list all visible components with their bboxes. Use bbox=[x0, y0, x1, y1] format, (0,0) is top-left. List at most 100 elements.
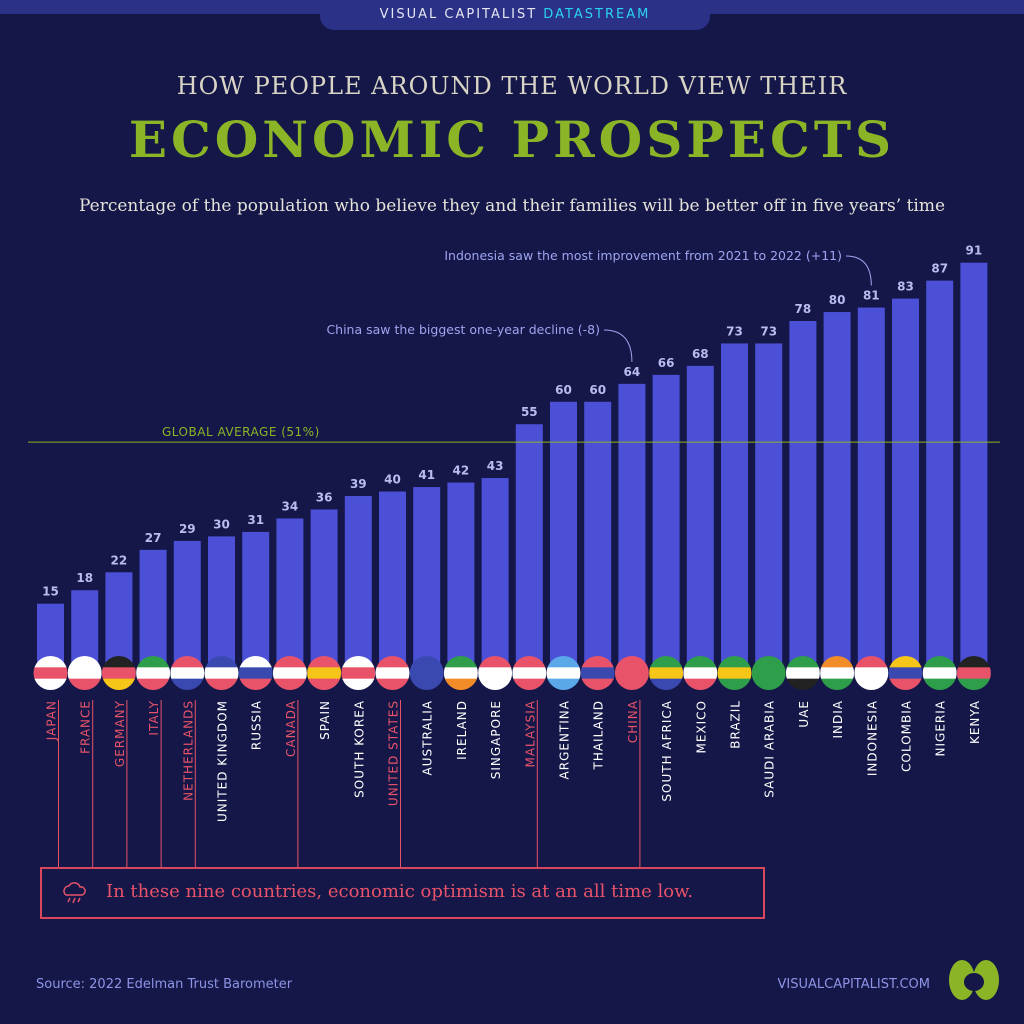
brand-highlight: DATASTREAM bbox=[543, 7, 651, 22]
value-label: 83 bbox=[897, 280, 914, 294]
country-label: CHINA bbox=[626, 700, 640, 743]
value-label: 91 bbox=[966, 244, 983, 258]
bar bbox=[550, 401, 577, 671]
bar bbox=[344, 496, 372, 671]
subtitle: Percentage of the population who believe… bbox=[78, 196, 946, 216]
country-label: AUSTRALIA bbox=[421, 700, 435, 775]
country-label: GERMANY bbox=[113, 700, 127, 767]
value-label: 80 bbox=[829, 293, 846, 307]
flag-icon bbox=[204, 656, 239, 690]
bar bbox=[413, 487, 441, 671]
bar bbox=[173, 540, 201, 671]
flag-icon bbox=[67, 656, 102, 690]
brand-name: VISUAL CAPITALIST bbox=[379, 7, 538, 22]
value-label: 55 bbox=[521, 405, 538, 419]
bar bbox=[892, 298, 919, 671]
value-label: 64 bbox=[624, 365, 641, 379]
value-label: 41 bbox=[418, 468, 435, 482]
source: Source: 2022 Edelman Trust Barometer bbox=[36, 977, 293, 992]
bar bbox=[105, 572, 133, 671]
flag-icon bbox=[614, 656, 649, 690]
flag-icon bbox=[820, 656, 855, 690]
flag-icon bbox=[854, 656, 889, 690]
flag-icon bbox=[136, 656, 171, 690]
bar bbox=[481, 478, 509, 671]
flag-icon bbox=[717, 656, 752, 690]
global-average-label: GLOBAL AVERAGE (51%) bbox=[162, 425, 320, 439]
value-label: 30 bbox=[213, 517, 230, 531]
flag-icon bbox=[170, 656, 205, 690]
country-label: NIGERIA bbox=[934, 700, 948, 756]
bar bbox=[960, 262, 988, 671]
country-label: ITALY bbox=[147, 700, 161, 736]
country-label: CANADA bbox=[284, 700, 298, 757]
bar bbox=[139, 549, 167, 671]
value-label: 42 bbox=[453, 464, 470, 478]
value-label: 36 bbox=[316, 490, 333, 504]
country-label: SINGAPORE bbox=[489, 700, 503, 779]
value-label: 18 bbox=[76, 571, 93, 585]
country-label: INDONESIA bbox=[865, 700, 879, 776]
country-label: UNITED KINGDOM bbox=[216, 700, 230, 822]
flag-icon bbox=[888, 656, 923, 690]
visual-capitalist-logo-icon bbox=[949, 960, 999, 1000]
flag-icon bbox=[101, 656, 136, 690]
flag-icon bbox=[341, 656, 376, 690]
country-label: UAE bbox=[797, 700, 811, 728]
value-label: 27 bbox=[145, 531, 162, 545]
flag-icon bbox=[649, 656, 684, 690]
site-link[interactable]: VISUALCAPITALIST.COM bbox=[777, 977, 930, 992]
value-label: 60 bbox=[589, 383, 606, 397]
flag-icon bbox=[512, 656, 547, 690]
annotation-connector bbox=[845, 255, 872, 286]
flag-icon bbox=[546, 656, 581, 690]
bar bbox=[926, 280, 954, 671]
bar bbox=[447, 482, 475, 671]
country-label: MEXICO bbox=[694, 700, 708, 754]
country-label: KENYA bbox=[968, 700, 982, 744]
flag-icon bbox=[272, 656, 307, 690]
flag-icon bbox=[956, 656, 991, 690]
value-label: 73 bbox=[726, 324, 743, 338]
value-label: 66 bbox=[658, 356, 675, 370]
country-label: SPAIN bbox=[318, 700, 332, 740]
value-label: 73 bbox=[760, 324, 777, 338]
value-label: 43 bbox=[487, 459, 504, 473]
rain-cloud-icon bbox=[63, 882, 86, 904]
bar bbox=[276, 518, 304, 671]
country-label: SAUDI ARABIA bbox=[763, 700, 777, 798]
bar bbox=[686, 365, 714, 671]
country-label: RUSSIA bbox=[250, 700, 264, 750]
brand-tab: VISUAL CAPITALIST DATASTREAM bbox=[320, 0, 710, 30]
flag-icon bbox=[307, 656, 342, 690]
flag-icon bbox=[922, 656, 957, 690]
country-label: INDIA bbox=[831, 700, 845, 739]
page-title: ECONOMIC PROSPECTS bbox=[128, 110, 896, 169]
flag-icon bbox=[33, 656, 68, 690]
value-label: 87 bbox=[931, 262, 948, 276]
bar bbox=[755, 343, 783, 671]
value-label: 40 bbox=[384, 473, 401, 487]
country-label: SOUTH KOREA bbox=[352, 700, 366, 798]
bar bbox=[823, 312, 851, 671]
bar bbox=[584, 401, 612, 671]
country-label: JAPAN bbox=[45, 700, 59, 741]
value-label: 60 bbox=[555, 383, 572, 397]
country-label: COLOMBIA bbox=[900, 700, 914, 772]
flag-icon bbox=[580, 656, 615, 690]
value-label: 15 bbox=[42, 585, 59, 599]
flag-icon bbox=[375, 656, 410, 690]
country-label: FRANCE bbox=[79, 700, 93, 754]
flag-icon bbox=[785, 656, 820, 690]
country-label: UNITED STATES bbox=[387, 700, 401, 806]
bar bbox=[310, 509, 338, 671]
value-label: 39 bbox=[350, 477, 367, 491]
value-label: 22 bbox=[111, 553, 128, 567]
value-label: 29 bbox=[179, 522, 196, 536]
country-label: MALAYSIA bbox=[523, 700, 537, 768]
flag-icon bbox=[443, 656, 478, 690]
country-label: IRELAND bbox=[455, 700, 469, 760]
flag-icon bbox=[478, 656, 513, 690]
